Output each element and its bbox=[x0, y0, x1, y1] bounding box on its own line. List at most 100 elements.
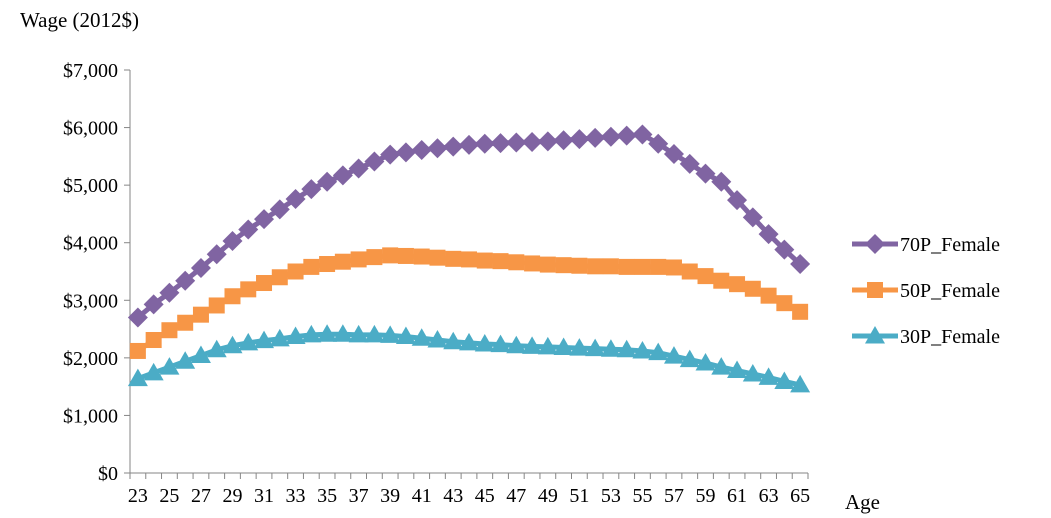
data-point bbox=[159, 357, 180, 375]
data-point bbox=[301, 179, 322, 200]
data-point bbox=[585, 127, 606, 148]
data-point bbox=[348, 324, 369, 343]
y-tick-label: $7,000 bbox=[63, 60, 118, 82]
data-point bbox=[380, 144, 401, 165]
data-point bbox=[317, 171, 338, 192]
x-tick-label: 59 bbox=[696, 485, 716, 507]
data-point bbox=[569, 129, 590, 150]
x-tick-label: 55 bbox=[632, 485, 652, 507]
legend-item: 50P_Female bbox=[852, 280, 1000, 302]
data-point bbox=[334, 253, 351, 270]
data-point bbox=[744, 280, 761, 297]
data-point bbox=[222, 230, 243, 251]
y-tick-label: $2,000 bbox=[63, 348, 118, 370]
data-point bbox=[427, 138, 448, 159]
data-point bbox=[254, 330, 275, 349]
x-tick-label: 53 bbox=[601, 485, 621, 507]
data-point bbox=[760, 287, 777, 304]
x-tick-label: 23 bbox=[128, 485, 148, 507]
data-point bbox=[729, 276, 746, 293]
legend-marker bbox=[867, 282, 883, 298]
data-point bbox=[192, 306, 209, 323]
data-point bbox=[127, 368, 148, 387]
x-tick-label: 31 bbox=[254, 485, 274, 507]
data-point bbox=[648, 342, 669, 361]
data-point bbox=[695, 163, 716, 184]
data-point bbox=[443, 136, 464, 157]
data-point bbox=[319, 256, 336, 273]
data-point bbox=[585, 338, 606, 357]
x-tick-label: 43 bbox=[443, 485, 463, 507]
data-point bbox=[537, 336, 558, 355]
data-point bbox=[600, 339, 621, 357]
data-point bbox=[632, 340, 653, 359]
legend-marker bbox=[865, 326, 885, 344]
data-point bbox=[285, 326, 306, 345]
data-point bbox=[727, 360, 748, 379]
data-point bbox=[553, 130, 574, 151]
data-point bbox=[161, 322, 178, 339]
x-tick-label: 45 bbox=[475, 485, 495, 507]
legend-marker bbox=[865, 234, 885, 254]
data-point bbox=[492, 253, 509, 270]
data-point bbox=[742, 207, 763, 228]
data-point bbox=[429, 249, 446, 266]
data-point bbox=[697, 268, 714, 285]
x-tick-label: 57 bbox=[664, 485, 684, 507]
data-point bbox=[790, 254, 811, 275]
data-point bbox=[287, 263, 304, 280]
x-tick-label: 35 bbox=[317, 485, 337, 507]
data-point bbox=[616, 125, 637, 146]
data-point bbox=[364, 324, 385, 343]
x-tick-label: 41 bbox=[412, 485, 432, 507]
data-point bbox=[411, 140, 432, 161]
series-50P_Female bbox=[129, 247, 809, 359]
data-point bbox=[742, 363, 763, 382]
series-70P_Female bbox=[127, 124, 811, 328]
x-tick-label: 49 bbox=[538, 485, 558, 507]
data-point bbox=[474, 133, 495, 154]
data-point bbox=[587, 258, 604, 275]
legend: 70P_Female 50P_Female 30P_Female bbox=[852, 234, 1000, 348]
data-point bbox=[382, 247, 399, 264]
data-point bbox=[663, 346, 684, 364]
legend-item: 30P_Female bbox=[852, 326, 1000, 348]
data-point bbox=[490, 133, 511, 154]
data-point bbox=[476, 252, 493, 269]
data-point bbox=[364, 151, 385, 172]
legend-label: 70P_Female bbox=[900, 234, 1000, 256]
y-tick-label: $6,000 bbox=[63, 118, 118, 140]
data-point bbox=[159, 282, 180, 303]
data-point bbox=[506, 335, 527, 354]
data-point bbox=[445, 250, 462, 267]
data-point bbox=[522, 336, 543, 354]
data-point bbox=[143, 362, 164, 381]
data-point bbox=[571, 257, 588, 274]
data-point bbox=[634, 258, 651, 275]
data-point bbox=[648, 133, 669, 154]
data-point bbox=[366, 249, 383, 266]
x-axis-title: Age bbox=[845, 490, 880, 514]
legend-item: 70P_Female bbox=[852, 234, 1000, 256]
data-point bbox=[790, 374, 811, 393]
data-point bbox=[348, 158, 369, 179]
x-axis: 23 25 27 29 31 33 35 37 39 41 43 45 47 49 51 53 55 57 59 61… bbox=[128, 472, 810, 507]
data-point bbox=[395, 142, 416, 163]
data-point bbox=[427, 330, 448, 348]
data-point bbox=[459, 332, 479, 351]
data-point bbox=[143, 294, 164, 315]
data-point bbox=[522, 131, 543, 152]
y-tick-label: $5,000 bbox=[63, 175, 118, 197]
data-point bbox=[395, 326, 416, 345]
data-point bbox=[506, 132, 527, 153]
x-tick-label: 51 bbox=[569, 485, 589, 507]
data-point bbox=[758, 367, 779, 385]
legend-label: 30P_Female bbox=[900, 326, 1000, 348]
data-point bbox=[240, 281, 257, 298]
data-point bbox=[413, 248, 430, 265]
data-point bbox=[711, 357, 732, 375]
data-point bbox=[303, 258, 320, 275]
data-point bbox=[727, 190, 748, 211]
data-point bbox=[208, 297, 225, 314]
